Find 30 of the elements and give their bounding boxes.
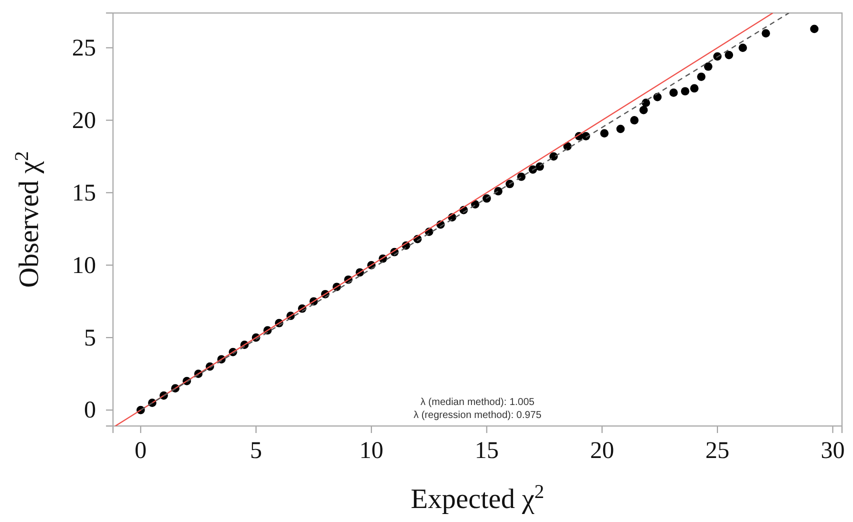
- x-tick-label: 0: [134, 438, 147, 464]
- point: [697, 72, 706, 81]
- y-tick-label: 20: [72, 108, 96, 134]
- annotation: λ (median method): 1.005: [420, 397, 535, 408]
- point: [724, 50, 734, 60]
- y-tick-label: 15: [72, 180, 96, 206]
- point: [680, 87, 690, 96]
- x-tick-label: 10: [359, 438, 384, 464]
- point: [704, 62, 712, 71]
- y-tick-label: 25: [72, 35, 96, 62]
- point: [616, 124, 625, 134]
- x-tick-label: 20: [590, 438, 614, 464]
- point: [810, 24, 818, 34]
- x-tick-label: 25: [705, 438, 730, 464]
- x-axis-title: Expected χ$^{2}$: [410, 482, 544, 515]
- x-tick-label: 30: [820, 438, 845, 464]
- y-tick-label: 0: [84, 398, 96, 424]
- point: [630, 116, 639, 124]
- point: [639, 106, 648, 114]
- point: [690, 84, 699, 93]
- y-tick-label: 5: [84, 325, 96, 352]
- point: [669, 88, 678, 97]
- y-tick-label: 10: [72, 252, 96, 279]
- point: [762, 29, 770, 38]
- annotation: λ (regression method): 0.975: [414, 410, 542, 421]
- point: [738, 44, 747, 52]
- x-tick-label: 5: [250, 438, 262, 464]
- x-tick-label: 15: [474, 438, 499, 464]
- point: [600, 129, 609, 138]
- point: [642, 98, 650, 108]
